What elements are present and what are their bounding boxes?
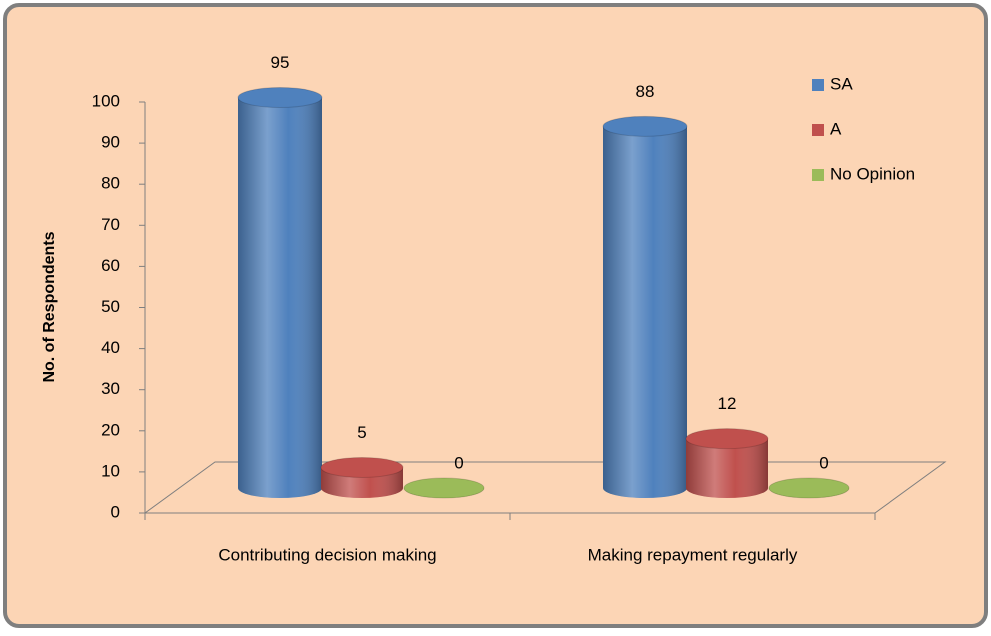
y-tick-label: 10 (101, 461, 120, 480)
legend-swatch (812, 79, 824, 91)
data-label: 5 (357, 423, 366, 442)
data-label: 0 (454, 453, 463, 472)
legend-label: SA (830, 74, 853, 93)
y-tick-label: 80 (101, 174, 120, 193)
y-tick-label: 0 (111, 502, 120, 521)
y-tick-label: 20 (101, 420, 120, 439)
y-tick-label: 50 (101, 297, 120, 316)
bar-shading (603, 126, 687, 498)
floor (143, 461, 947, 514)
legend-swatch (812, 169, 824, 181)
data-label: 12 (718, 394, 737, 413)
x-tick-label: Making repayment regularly (588, 545, 798, 564)
x-tick-label: Contributing decision making (218, 545, 436, 564)
y-tick-label: 100 (92, 91, 120, 110)
data-label: 88 (636, 82, 655, 101)
y-tick-label: 60 (101, 256, 120, 275)
legend-label: A (830, 119, 842, 138)
bar-top (237, 87, 323, 109)
y-tick-label: 70 (101, 215, 120, 234)
data-label: 0 (819, 453, 828, 472)
bar-top (768, 477, 850, 499)
data-label: 95 (271, 53, 290, 72)
y-tick-label: 90 (101, 133, 120, 152)
y-tick-label: 40 (101, 338, 120, 357)
bar-top (602, 115, 688, 137)
bar-shading (686, 438, 768, 498)
bar-shading (238, 97, 322, 499)
y-axis-label: No. of Respondents (41, 231, 58, 382)
y-tick-label: 30 (101, 379, 120, 398)
legend-label: No Opinion (830, 164, 915, 183)
bar-top (403, 477, 485, 499)
bar-top (320, 456, 404, 478)
bar-top (685, 428, 769, 450)
chart-background (3, 3, 988, 628)
legend-swatch (812, 124, 824, 136)
